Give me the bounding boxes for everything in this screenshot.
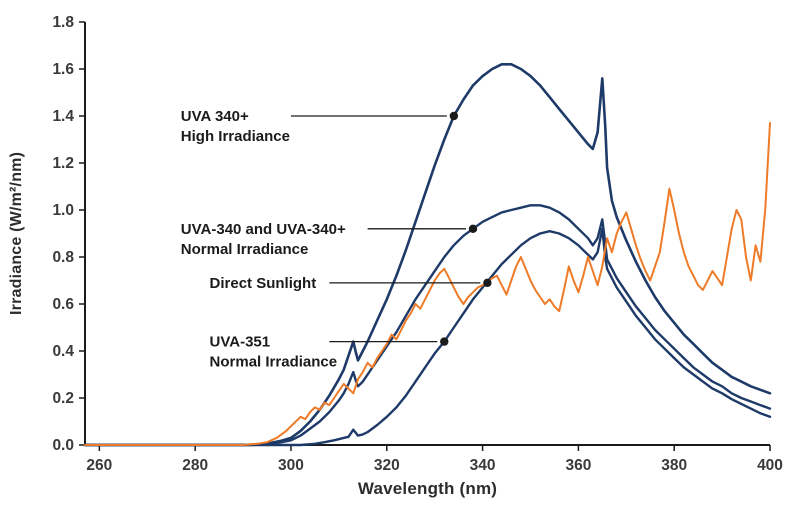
x-tick-label: 300 <box>278 457 304 474</box>
x-axis-title: Wavelength (nm) <box>357 479 498 498</box>
annotation-label-uva-340: High Irradiance <box>181 128 290 145</box>
y-tick-label: 1.8 <box>52 14 74 31</box>
x-tick-label: 260 <box>86 457 112 474</box>
annotation-dot <box>440 337 449 346</box>
x-tick-label: 280 <box>182 457 208 474</box>
annotation-dot <box>468 224 478 233</box>
x-tick-label: 380 <box>661 457 687 474</box>
x-tick-label: 320 <box>374 457 400 474</box>
y-tick-label: 1.6 <box>52 61 74 78</box>
y-tick-label: 1.0 <box>52 202 74 219</box>
annotation-label-direct-sunlight: Direct Sunlight <box>210 275 317 292</box>
annotation-label-uva-351: UVA-351 <box>210 334 271 351</box>
y-axis-title: Irradiance (W/m²/nm) <box>8 151 25 315</box>
x-tick-label: 400 <box>757 457 783 474</box>
series-line-uva-340-high-irradiance <box>83 63 772 447</box>
series-line-uva-340-and-uva-340-normal-irradiance <box>83 204 772 447</box>
x-tick-label: 360 <box>565 457 591 474</box>
series-line-direct-sunlight <box>84 122 771 446</box>
y-tick-label: 0.0 <box>52 437 74 454</box>
y-tick-label: 1.4 <box>52 108 74 125</box>
y-tick-label: 0.4 <box>52 343 74 360</box>
annotation-label-uva-340: UVA 340+ <box>181 108 249 125</box>
annotation-dot <box>483 278 492 288</box>
annotation-label-uva-351: Normal Irradiance <box>210 354 338 371</box>
annotation-label-uva-340-and-uva-340: Normal Irradiance <box>181 241 309 258</box>
y-tick-label: 0.2 <box>52 390 74 407</box>
y-tick-label: 0.8 <box>52 249 74 266</box>
y-tick-label: 1.2 <box>52 155 74 172</box>
y-tick-label: 0.6 <box>52 296 74 313</box>
annotation-label-uva-340-and-uva-340: UVA-340 and UVA-340+ <box>181 221 346 238</box>
annotation-dot <box>449 111 459 121</box>
x-tick-label: 340 <box>470 457 496 474</box>
series-line-uva-351-normal-irradiance <box>83 227 772 447</box>
